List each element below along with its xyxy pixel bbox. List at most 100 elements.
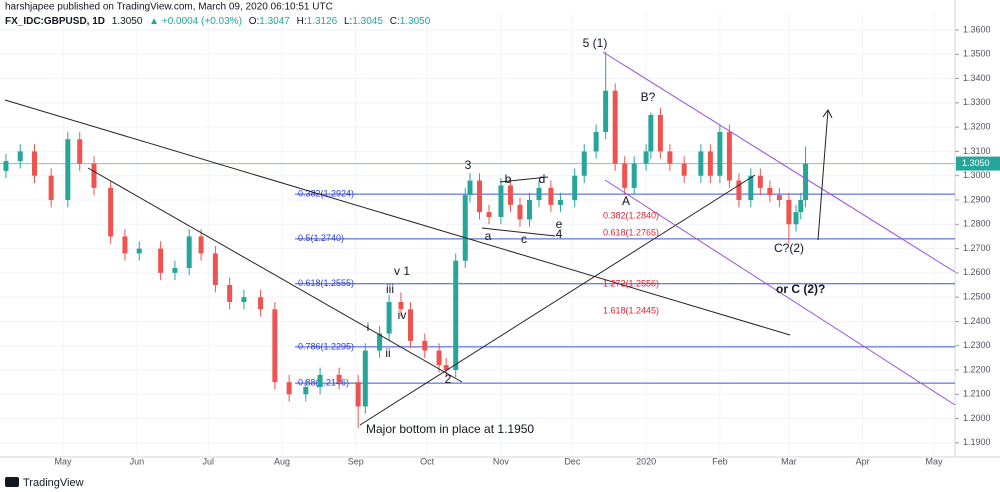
wave-label: or C (2)? [776,282,825,296]
candle-body [65,139,71,200]
y-tick-label: 1.2800 [963,219,991,229]
y-tick-label: 1.3500 [963,49,991,59]
trend-line [87,167,463,383]
candle-body [557,200,563,205]
wave-label: e [556,217,563,231]
candle-body [707,151,713,176]
candle-body [186,236,192,268]
x-tick-label: May [926,456,944,466]
candle-body [303,387,309,395]
ohlc-label: L: [344,16,352,27]
candle-body [172,268,178,273]
y-tick-label: 1.3300 [963,97,991,107]
candle-body [798,200,804,213]
y-tick-label: 1.2700 [963,243,991,253]
fib-target: 1.272(1.2556) [603,278,659,288]
fib-label: 0.88(1.2146) [298,377,349,387]
candle-body [91,163,97,188]
wave-label: C?(2) [774,241,804,255]
y-tick-label: 1.3400 [963,73,991,83]
candle-body [198,236,204,254]
candle-body [603,90,609,132]
x-tick-label: Sep [348,456,364,466]
candle-body [462,195,468,261]
publisher: harshjapee published on TradingView.com,… [5,2,333,13]
wave-label: b [505,172,512,186]
candle-body [286,382,292,395]
candle-body [48,175,54,200]
candle-body [317,374,323,387]
candle-body [681,163,687,176]
y-tick-label: 1.3600 [963,24,991,34]
candle-body [212,253,218,285]
header: harshjapee published on TradingView.com,… [5,2,431,27]
candle-body [593,132,599,152]
wave-label: a [485,229,492,243]
wave-label: 4 [556,227,563,241]
candle-body [398,302,404,310]
candle-body [108,187,114,237]
y-tick-label: 1.2000 [963,413,991,423]
wave-label: v 1 [394,264,410,278]
arrow [817,109,833,241]
wave-label: iii [386,282,394,296]
candle-body [122,236,128,254]
footer: TradingView [5,477,84,489]
candle-body [793,212,799,225]
x-tick-label: Nov [493,456,510,466]
candle-body [486,212,492,217]
candle-body [748,175,754,200]
last-price-label: 1.3050 [962,158,990,168]
candle-body [667,151,673,164]
candle-body [272,309,278,383]
drawings [4,51,956,426]
plot: 0.382(1.2924) 0.5(1.2740) 0.618(1.2555) 0.7… [0,13,955,455]
ohlc-value: 1.3050 [400,16,431,27]
candle-body [726,132,732,181]
candle-body [453,260,459,370]
candle-body [258,297,264,310]
candle-body [581,151,587,176]
candle-body [757,175,763,188]
candle-body [362,350,368,407]
x-tick-label: 2020 [636,456,656,466]
wave-label: d [539,172,546,186]
candle-body [612,90,618,164]
ohlc-value: 1.3047 [259,16,290,27]
fib-label: 0.618(1.2555) [298,278,354,288]
trend-line [359,174,756,426]
x-tick-label: Aug [274,456,290,466]
fib-target: 0.382(1.2840) [603,210,659,220]
wave-label: iv [398,308,407,322]
fib-label: 0.382(1.2924) [298,189,354,199]
ohlc-label: H: [297,16,307,27]
candle-body [643,151,649,164]
x-tick-label: Jul [202,456,214,466]
wave-label: c [521,232,527,246]
symbol: FX_IDC:GBPUSD, 1D [5,16,105,27]
candle-body [377,333,383,351]
candle-body [477,180,483,213]
ohlc-value: 1.3126 [307,16,338,27]
ohlc-label: O: [249,16,260,27]
candle-body [517,204,523,220]
candle-body [526,200,532,220]
wave-label: 5 (1) [583,36,608,50]
candle-body [548,187,554,205]
y-tick-label: 1.2100 [963,389,991,399]
last: 1.3050 [112,16,143,27]
candle-body [631,163,637,188]
x-tick-label: Apr [856,456,870,466]
candle-body [498,185,504,217]
candle-body [622,163,628,188]
fib-label: 0.5(1.2740) [298,233,344,243]
wave-label: 3 [465,158,472,172]
trend-line [481,227,556,237]
y-tick-label: 1.3000 [963,170,991,180]
fib-target: 0.618(1.2765) [603,227,659,237]
candle-body [803,163,809,200]
fib-target: 1.618(1.2445) [603,305,659,315]
candle-body [422,340,428,351]
trend-line [4,99,791,336]
